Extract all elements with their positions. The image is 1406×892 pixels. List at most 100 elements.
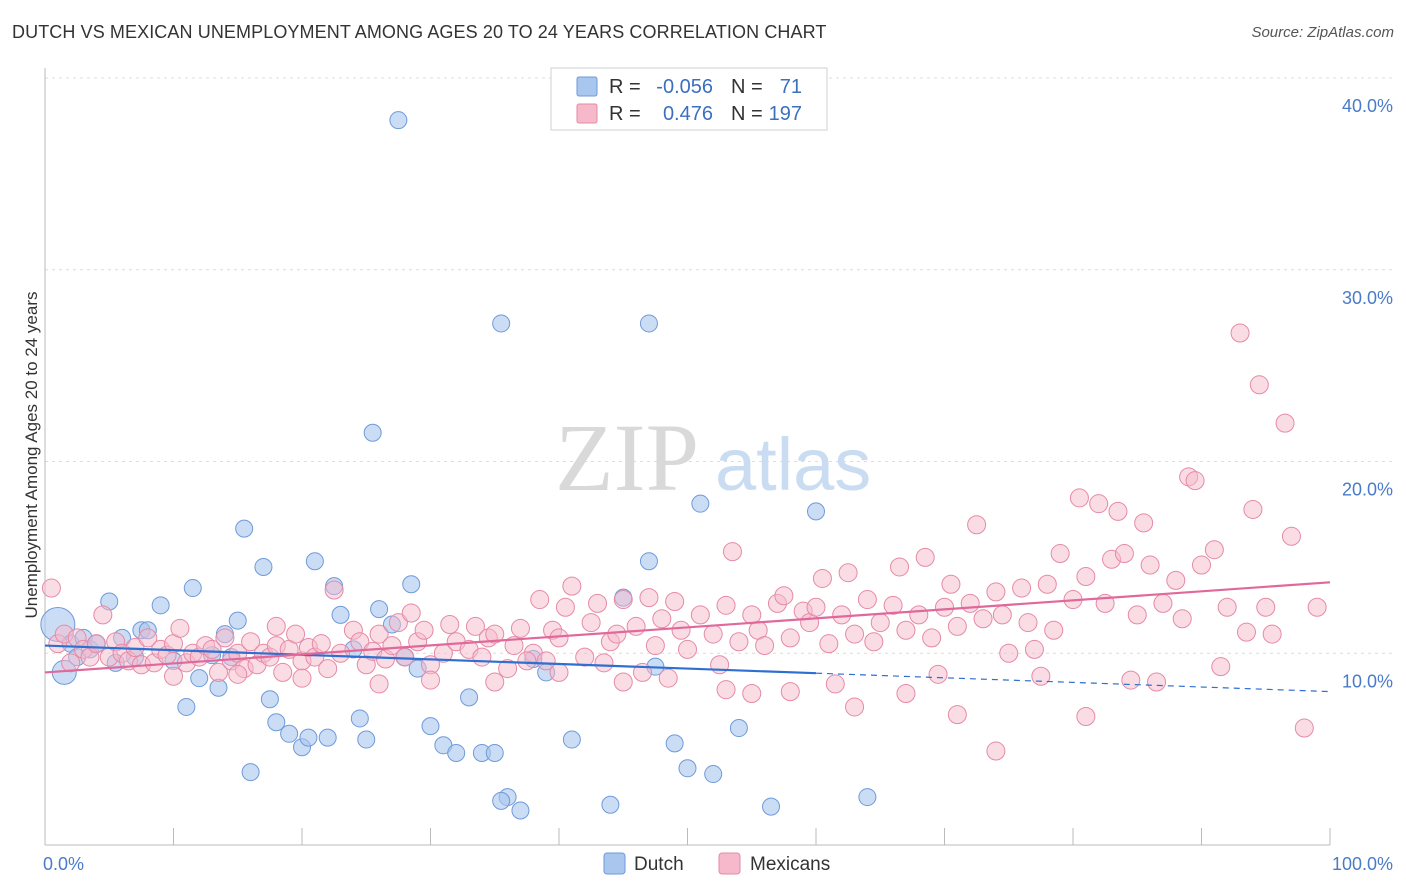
mexican-point [755,636,775,656]
mexican-point [1172,609,1192,629]
mexican-point [555,597,575,617]
mexican-point [241,632,261,652]
legend-r-value-mexicans: 0.476 [663,103,713,125]
mexican-point [1307,597,1327,617]
dutch-point [363,423,382,442]
mexican-point [1114,544,1134,564]
dutch-point [601,795,620,814]
mexican-point [742,684,762,704]
x-tick-label: 100.0% [1332,854,1393,874]
mexican-point [947,616,967,636]
mexican-point [665,591,685,611]
mexican-point [652,609,672,629]
bottom-legend-label-dutch: Dutch [634,854,684,875]
mexican-point [1275,413,1295,433]
y-tick-label: 10.0% [1342,671,1393,691]
mexican-point [266,616,286,636]
mexican-point [986,741,1006,761]
mexican-point [1294,718,1314,738]
mexican-point [536,651,556,671]
mexican-point [832,605,852,625]
mexican-point [369,624,389,644]
mexican-point [485,624,505,644]
mexican-point [1192,555,1211,575]
legend-swatch-dutch [576,76,598,97]
dutch-point [183,579,202,598]
dutch-point [492,314,511,333]
mexican-point [1185,471,1205,491]
mexican-point [671,620,691,640]
mexican-point [1069,488,1089,508]
mexican-point [93,605,113,625]
source-label: Source: ZipAtlas.com [1251,24,1394,41]
mexican-trend-line [44,581,1331,674]
watermark-zip: ZIP [555,404,699,511]
watermark-atlas: atlas [715,423,871,506]
mexican-point [273,662,293,682]
mexican-point [729,632,749,652]
dutch-trend-line [44,644,817,675]
dutch-point [562,730,581,749]
mexican-point [703,624,723,644]
mexican-point [973,609,993,629]
mexican-point [382,636,402,656]
y-tick-label: 40.0% [1342,96,1393,116]
mexican-point [999,643,1019,663]
mexican-point [1121,670,1141,690]
mexican-point [414,620,434,640]
dutch-point [639,552,658,571]
dutch-point [691,494,710,513]
dutch-point [267,713,286,732]
mexican-point [594,653,614,673]
mexican-point [1204,540,1224,560]
mexican-point [806,597,826,617]
dutch-point [151,596,170,615]
legend-r-label-dutch: R = [609,76,641,98]
mexican-point [690,605,710,625]
dutch-point [357,730,376,749]
legend-r-label-mexicans: R = [609,103,641,125]
mexican-point [992,605,1012,625]
mexican-point [857,590,877,610]
mexican-point [1127,605,1147,625]
mexican-point [607,624,627,644]
mexican-point [164,666,183,686]
mexican-point [1108,501,1128,521]
dutch-point [228,611,247,630]
mexican-point [896,620,916,640]
legend-r-value-dutch: -0.056 [656,76,713,98]
mexican-point [324,580,344,600]
mexican-point [678,639,697,659]
dutch-point [639,314,658,333]
mexican-point [1281,526,1301,546]
mexican-point [41,578,61,598]
dutch-trend-line-dashed [815,672,1331,693]
mexican-point [716,680,736,700]
dutch-point [460,688,479,707]
mexican-point [138,628,158,648]
mexican-point [331,643,351,663]
dutch-point [447,743,466,762]
dutch-point [331,605,350,624]
dutch-point [492,791,511,810]
mexican-point [581,613,601,633]
mexican-point [1140,555,1160,575]
mexican-point [1037,574,1057,594]
dutch-point [665,734,684,753]
mexican-point [510,618,530,638]
dutch-point [762,797,781,816]
mexican-point [883,595,903,615]
mexican-point [1153,593,1173,613]
mexican-point [626,616,646,636]
mexican-point [440,614,460,634]
mexican-point [472,647,492,667]
mexican-point [311,634,331,654]
mexican-point [1031,666,1051,686]
dutch-point [729,719,748,738]
mexican-point [967,515,987,535]
mexican-point [465,616,485,636]
mexican-point [530,590,550,610]
mexican-point [780,628,800,648]
mexican-point [845,697,865,717]
dutch-point [421,717,440,736]
